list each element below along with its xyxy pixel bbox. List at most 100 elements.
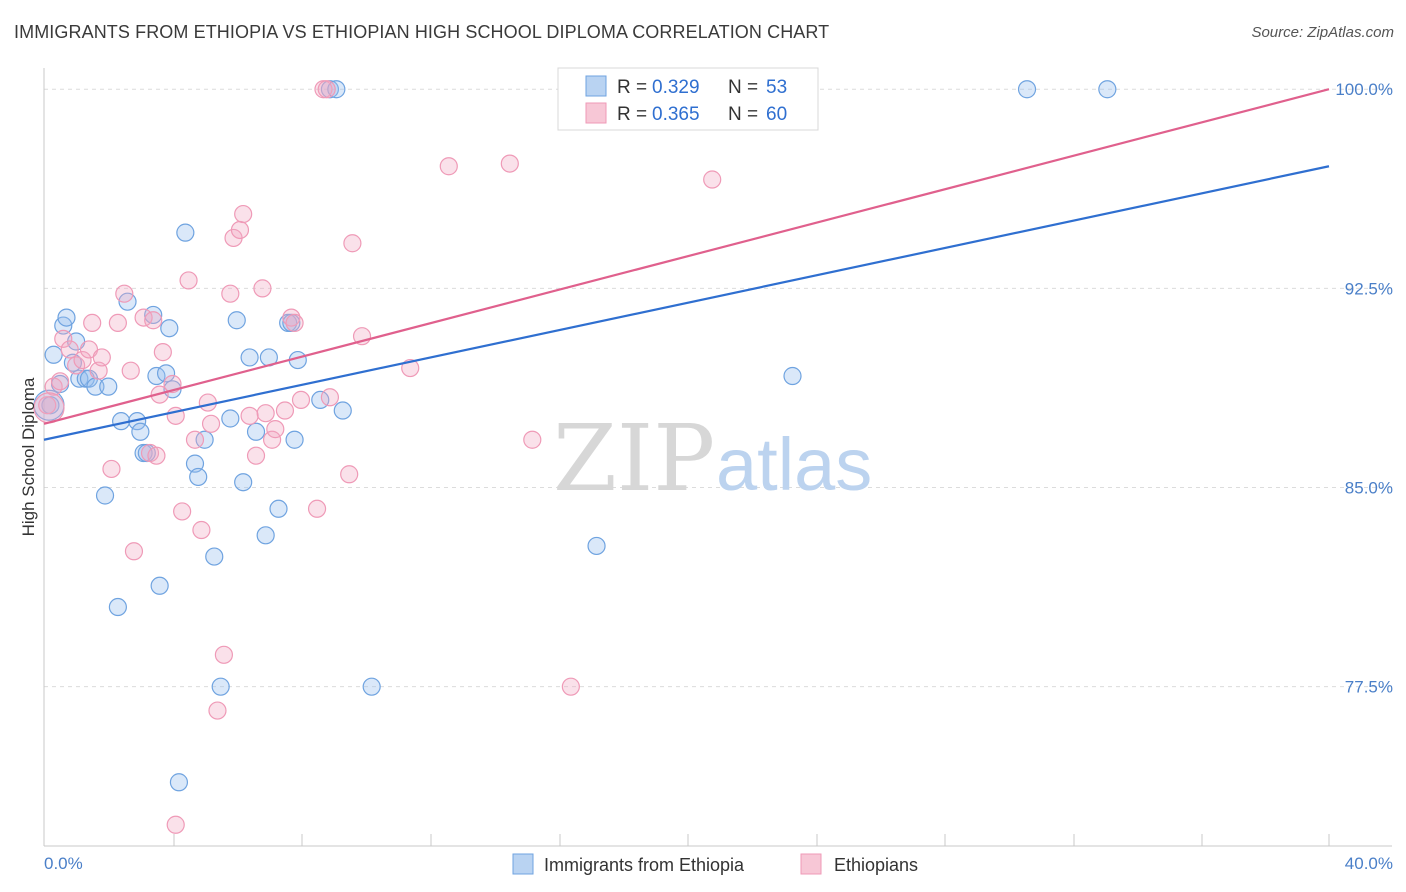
point-ethiopians: [282, 308, 301, 327]
point-ethiopians: [246, 446, 266, 465]
point-immigrants: [362, 677, 381, 696]
point-ethiopians: [253, 279, 272, 298]
bottom-legend: Immigrants from Ethiopia Ethiopians: [512, 853, 918, 875]
point-immigrants: [1098, 80, 1117, 99]
point-ethiopians: [439, 157, 458, 176]
legend-r-label-1: R =: [617, 77, 647, 98]
legend: R = 0.329 N = 53 R = 0.365 N = 60: [557, 67, 819, 131]
series-immigrants-from-ethiopia: [33, 80, 1117, 792]
legend-n-value-1: 53: [766, 77, 787, 98]
y-tick-label: 100.0%: [1335, 80, 1393, 99]
watermark-atlas: atlas: [716, 423, 872, 506]
point-ethiopians: [343, 234, 362, 253]
point-immigrants: [327, 80, 346, 99]
bottom-legend-swatch-blue: [512, 853, 534, 875]
bottom-legend-label-ethiopians: Ethiopians: [834, 855, 918, 875]
point-immigrants: [227, 311, 246, 330]
point-ethiopians: [124, 542, 144, 561]
point-ethiopians: [147, 446, 166, 465]
point-immigrants: [95, 486, 115, 505]
point-ethiopians: [153, 343, 172, 362]
point-ethiopians: [166, 815, 185, 834]
point-immigrants: [176, 223, 195, 242]
point-immigrants: [195, 430, 214, 449]
source-label: Source: ZipAtlas.com: [1251, 24, 1394, 41]
gridlines: [44, 88, 1392, 688]
point-ethiopians: [561, 677, 580, 696]
point-ethiopians: [262, 430, 282, 449]
point-ethiopians: [73, 350, 92, 370]
point-ethiopians: [275, 401, 295, 420]
point-immigrants: [234, 473, 253, 492]
point-ethiopians: [340, 465, 359, 484]
point-immigrants: [156, 364, 176, 383]
y-tick-labels: 77.5% 85.0% 92.5% 100.0%: [1335, 80, 1393, 696]
point-ethiopians: [285, 313, 304, 333]
point-immigrants: [131, 422, 150, 441]
point-immigrants: [221, 409, 240, 428]
y-tick-label: 92.5%: [1345, 279, 1393, 298]
point-ethiopians: [208, 701, 227, 720]
point-ethiopians: [185, 430, 205, 449]
x-tick-label-min: 0.0%: [44, 854, 83, 873]
point-ethiopians: [291, 390, 311, 410]
point-ethiopians: [234, 204, 253, 224]
point-immigrants: [57, 308, 76, 327]
point-immigrants: [150, 576, 169, 595]
point-ethiopians: [54, 329, 73, 348]
point-ethiopians: [50, 372, 70, 391]
point-immigrants: [189, 467, 208, 487]
point-ethiopians: [192, 520, 211, 540]
point-ethiopians: [179, 271, 198, 290]
point-immigrants: [285, 430, 304, 449]
point-immigrants: [108, 597, 127, 617]
watermark-zip: ZIP: [553, 405, 715, 512]
point-immigrants: [99, 377, 118, 396]
point-ethiopians: [121, 361, 140, 380]
legend-n-value-2: 60: [766, 104, 787, 125]
point-immigrants: [587, 536, 606, 556]
point-immigrants: [240, 348, 259, 367]
point-ethiopians: [240, 406, 259, 425]
legend-r-value-1: 0.329: [652, 77, 700, 98]
point-ethiopians: [115, 284, 134, 303]
point-ethiopians: [173, 502, 192, 521]
point-immigrants: [44, 345, 63, 364]
legend-n-label-2: N =: [728, 104, 758, 125]
legend-swatch-pink: [585, 102, 607, 124]
point-ethiopians: [108, 313, 127, 333]
point-immigrants: [269, 499, 288, 518]
y-tick-label: 77.5%: [1345, 678, 1393, 697]
point-ethiopians: [703, 170, 722, 189]
point-ethiopians: [266, 420, 285, 439]
point-immigrants: [160, 319, 179, 338]
x-tick-label-max: 40.0%: [1345, 854, 1393, 873]
point-ethiopians: [221, 284, 240, 303]
trend-line-ethiopians: [43, 88, 1330, 425]
legend-r-label-2: R =: [617, 104, 647, 125]
point-ethiopians: [230, 220, 250, 240]
x-axis-ticks: [173, 834, 1330, 846]
legend-n-label-1: N =: [728, 77, 758, 98]
cluster-point: [33, 392, 65, 424]
point-immigrants: [169, 773, 189, 792]
point-ethiopians: [500, 154, 519, 173]
series-ethiopians: [33, 80, 722, 834]
bottom-legend-swatch-pink: [800, 853, 822, 875]
point-ethiopians: [38, 396, 57, 415]
point-ethiopians: [256, 404, 275, 423]
point-immigrants: [256, 526, 275, 545]
point-ethiopians: [83, 313, 102, 333]
point-immigrants: [246, 422, 266, 441]
point-ethiopians: [320, 388, 340, 407]
point-immigrants: [783, 366, 802, 386]
legend-r-value-2: 0.365: [652, 104, 700, 125]
point-ethiopians: [102, 459, 121, 479]
point-immigrants: [1017, 80, 1037, 99]
trend-line-immigrants: [43, 165, 1330, 441]
y-axis-label: High School Diploma: [19, 377, 38, 536]
point-ethiopians: [201, 414, 221, 433]
point-ethiopians: [307, 499, 327, 518]
point-immigrants: [333, 401, 352, 420]
